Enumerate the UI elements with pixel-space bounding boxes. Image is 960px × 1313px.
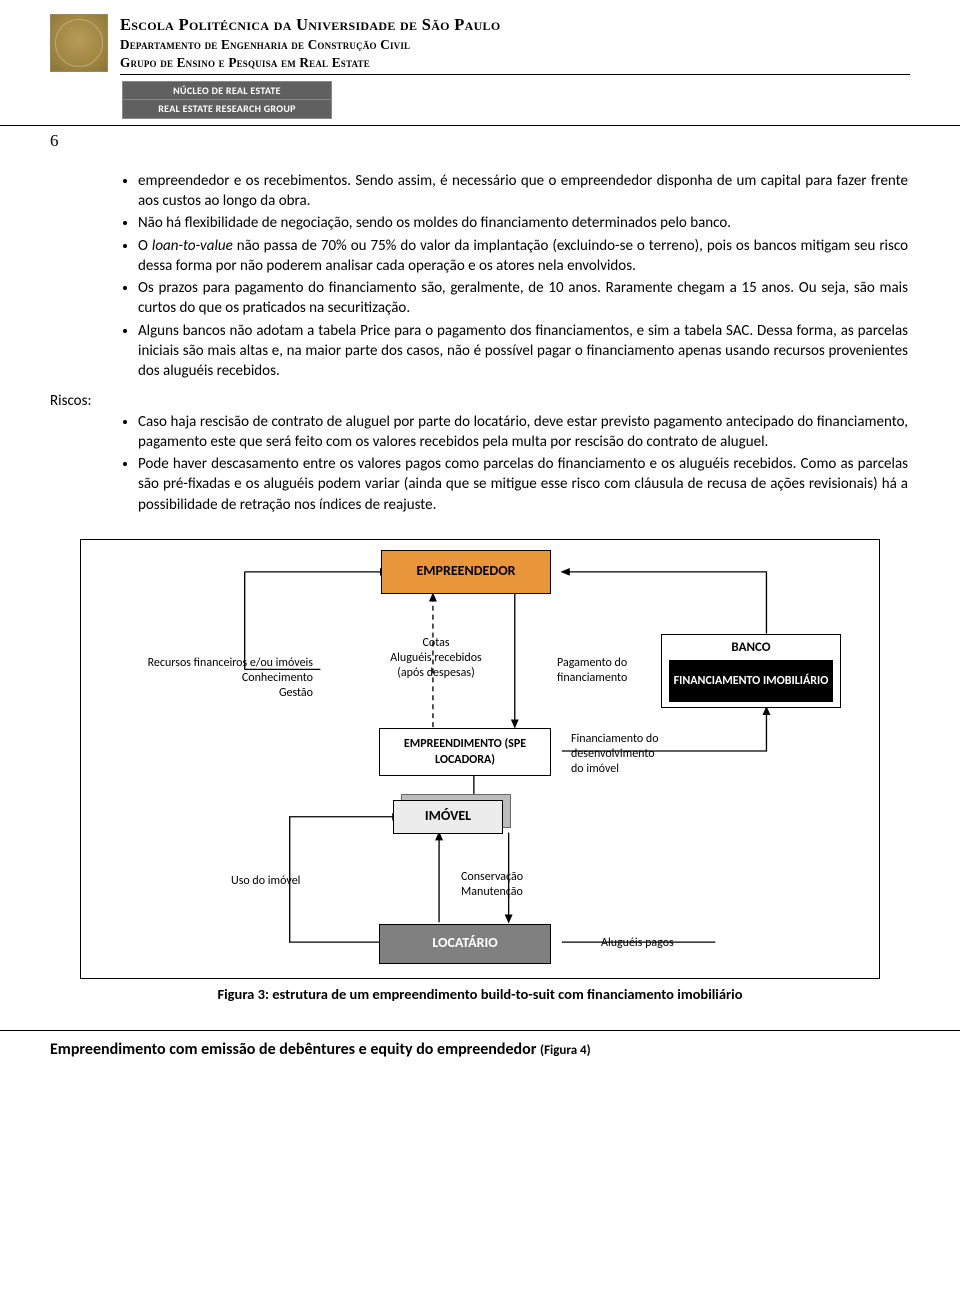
diagram: EMPREENDEDORBANCOFINANCIAMENTO IMOBILIÁR… bbox=[80, 539, 880, 979]
diagram-node-locatario: LOCATÁRIO bbox=[379, 924, 551, 964]
badge-block: NÚCLEO DE REAL ESTATE REAL ESTATE RESEAR… bbox=[122, 81, 332, 119]
riscos-heading: Riscos: bbox=[50, 391, 910, 411]
diagram-label-recursos: Recursos financeiros e/ou imóveisConheci… bbox=[93, 656, 313, 701]
badge-row-1: NÚCLEO DE REAL ESTATE bbox=[122, 81, 332, 100]
list-item: Os prazos para pagamento do financiament… bbox=[138, 278, 910, 319]
diagram-label-uso: Uso do imóvel bbox=[231, 874, 341, 889]
diagram-label-findesenv: Financiamento dodesenvolvimentodo imóvel bbox=[571, 732, 691, 777]
institution-logo bbox=[50, 14, 108, 72]
badge-row-2: REAL ESTATE RESEARCH GROUP bbox=[122, 99, 332, 119]
figure-caption: Figura 3: estrutura de um empreendimento… bbox=[50, 985, 910, 1005]
diagram-node-imovel: IMÓVEL bbox=[393, 800, 503, 834]
list-item: empreendedor e os recebimentos. Sendo as… bbox=[138, 171, 910, 212]
header-text: Escola Politécnica da Universidade de Sã… bbox=[120, 14, 910, 75]
header-line-3: Grupo de Ensino e Pesquisa em Real Estat… bbox=[120, 54, 910, 72]
list-item: Pode haver descasamento entre os valores… bbox=[138, 454, 910, 515]
bullet-list-2: Caso haja rescisão de contrato de alugue… bbox=[90, 412, 910, 515]
diagram-node-empreendedor: EMPREENDEDOR bbox=[381, 550, 551, 594]
list-item: O loan-to-value não passa de 70% ou 75% … bbox=[138, 236, 910, 277]
page-number: 6 bbox=[50, 130, 910, 153]
top-rule bbox=[0, 125, 960, 126]
bullet-list-1: empreendedor e os recebimentos. Sendo as… bbox=[90, 171, 910, 382]
list-item: Não há flexibilidade de negociação, send… bbox=[138, 213, 910, 233]
header-line-2: Departamento de Engenharia de Construção… bbox=[120, 36, 910, 54]
diagram-node-banco_inner: FINANCIAMENTO IMOBILIÁRIO bbox=[669, 660, 833, 702]
diagram-label-alugueis: Aluguéis pagos bbox=[601, 936, 711, 951]
footer-rule bbox=[0, 1030, 960, 1031]
list-item: Caso haja rescisão de contrato de alugue… bbox=[138, 412, 910, 453]
header: Escola Politécnica da Universidade de Sã… bbox=[50, 0, 910, 75]
list-item: Alguns bancos não adotam a tabela Price … bbox=[138, 321, 910, 382]
footer-small: (Figura 4) bbox=[540, 1043, 591, 1058]
diagram-label-cotas: CotasAluguéis recebidos(após despesas) bbox=[371, 636, 501, 681]
diagram-label-pagfin: Pagamento dofinanciamento bbox=[557, 656, 667, 686]
diagram-node-spe: EMPREENDIMENTO (SPE LOCADORA) bbox=[379, 728, 551, 776]
header-line-1: Escola Politécnica da Universidade de Sã… bbox=[120, 14, 910, 36]
footer-line: Empreendimento com emissão de debêntures… bbox=[50, 1039, 910, 1061]
diagram-label-conserv: ConservaçãoManutenção bbox=[461, 870, 561, 900]
footer-bold: Empreendimento com emissão de debêntures… bbox=[50, 1040, 540, 1059]
body-content: empreendedor e os recebimentos. Sendo as… bbox=[50, 171, 910, 515]
header-rule bbox=[120, 74, 910, 75]
